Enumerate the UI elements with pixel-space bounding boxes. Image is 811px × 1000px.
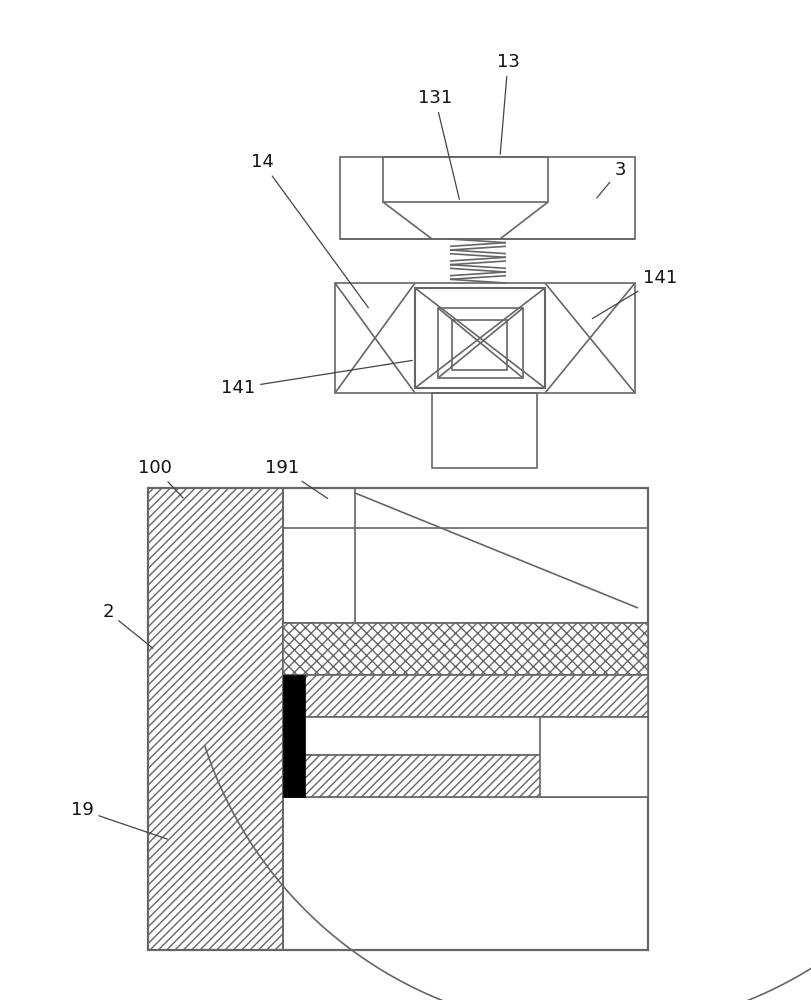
Bar — [540, 717, 648, 797]
Text: 131: 131 — [418, 89, 459, 199]
Text: 14: 14 — [251, 153, 368, 308]
Text: 191: 191 — [265, 459, 328, 498]
Text: 100: 100 — [138, 459, 183, 498]
Bar — [340, 157, 635, 239]
Bar — [283, 717, 648, 755]
Bar — [283, 675, 648, 717]
Text: 19: 19 — [71, 801, 167, 839]
Text: 141: 141 — [221, 360, 412, 397]
Bar — [438, 308, 523, 378]
Bar — [432, 393, 537, 468]
Bar — [283, 755, 648, 797]
Text: 3: 3 — [597, 161, 626, 198]
Bar — [335, 283, 635, 393]
Bar — [452, 320, 507, 370]
Text: 141: 141 — [592, 269, 677, 319]
Bar — [148, 488, 648, 950]
Text: 2: 2 — [102, 603, 152, 648]
Bar — [283, 675, 305, 797]
Bar — [148, 488, 283, 950]
Text: 13: 13 — [496, 53, 519, 154]
Bar — [283, 623, 648, 675]
Bar — [383, 157, 548, 202]
Bar — [415, 288, 545, 388]
